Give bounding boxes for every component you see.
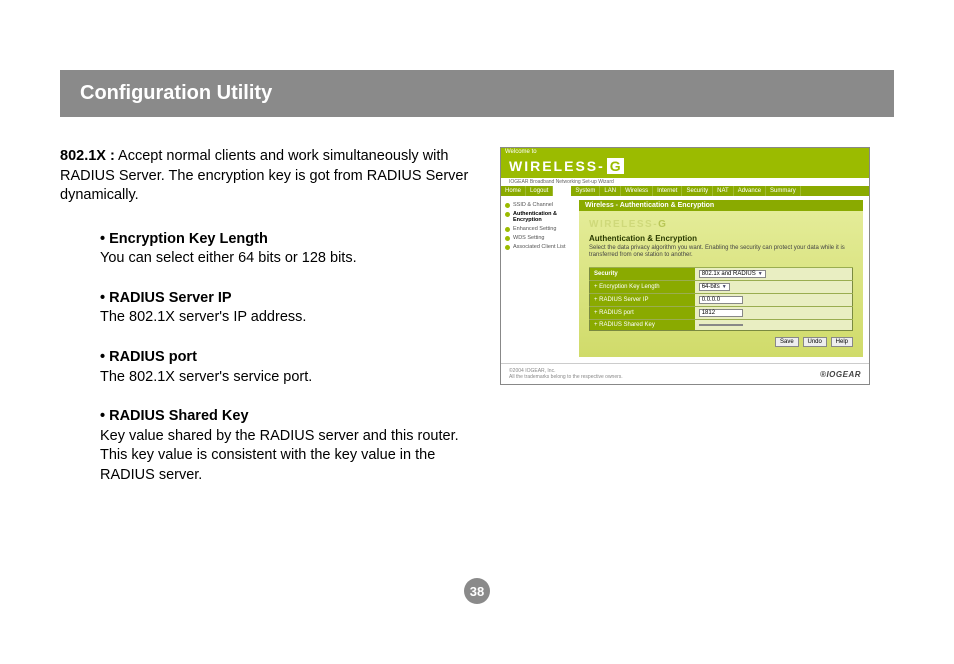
welcome-bar: Welcome to [501, 148, 869, 156]
button-row: Save Undo Help [589, 337, 853, 347]
screenshot-column: Welcome to WIRELESS- G IOGEAR Broadband … [500, 147, 870, 505]
sidebar-label: Associated Client List [513, 244, 566, 250]
save-button[interactable]: Save [775, 337, 799, 347]
nav-advance[interactable]: Advance [734, 186, 766, 196]
config-panel: WIRELESS-G Authentication & Encryption S… [579, 211, 863, 357]
content-row: 802.1X : Accept normal clients and work … [60, 147, 894, 505]
row-label: + RADIUS Shared Key [590, 320, 695, 331]
security-dropdown[interactable]: 802.1x and RADIUS▼ [699, 270, 766, 278]
page-header: Configuration Utility [60, 70, 894, 117]
top-nav: Home Logout System LAN Wireless Internet… [501, 186, 869, 196]
row-radius-key: + RADIUS Shared Key [590, 320, 853, 331]
settings-table: Security 802.1x and RADIUS▼ + Encryption… [589, 267, 853, 331]
nav-wireless[interactable]: Wireless [621, 186, 653, 196]
bullet-icon [505, 245, 510, 250]
sidebar-label: SSID & Channel [513, 202, 553, 208]
key-length-dropdown[interactable]: 64-bits▼ [699, 283, 730, 291]
trademark-note: All the trademarks belong to the respect… [509, 374, 623, 380]
text-column: 802.1X : Accept normal clients and work … [60, 147, 480, 505]
chevron-down-icon: ▼ [758, 271, 763, 277]
bullet-title: • RADIUS port [100, 348, 480, 368]
bullet-title: • Encryption Key Length [100, 230, 480, 250]
nav-system[interactable]: System [571, 186, 600, 196]
radius-key-input[interactable] [699, 324, 743, 326]
bullet-title: • RADIUS Server IP [100, 289, 480, 309]
row-key-length: + Encryption Key Length 64-bits▼ [590, 281, 853, 294]
row-label: + RADIUS Server IP [590, 294, 695, 307]
undo-button[interactable]: Undo [803, 337, 827, 347]
screenshot-body: SSID & Channel Authentication & Encrypti… [501, 196, 869, 363]
sidebar-item-enhanced[interactable]: Enhanced Setting [505, 226, 569, 232]
bullet-icon [505, 212, 510, 217]
panel-subtext: Select the data privacy algorithm you wa… [589, 245, 853, 259]
nav-home[interactable]: Home [501, 186, 526, 196]
bullet-desc: Key value shared by the RADIUS server an… [100, 427, 480, 486]
sidebar-label: Authentication & Encryption [513, 211, 569, 223]
bullet-desc: The 802.1X server's service port. [100, 368, 480, 388]
screenshot-footer: ©2004 IOGEAR, Inc. All the trademarks be… [501, 363, 869, 384]
sidebar-label: Enhanced Setting [513, 226, 556, 232]
bullet-encryption-key-length: • Encryption Key Length You can select e… [100, 230, 480, 269]
row-radius-ip: + RADIUS Server IP 0.0.0.0 [590, 294, 853, 307]
bullet-desc: You can select either 64 bits or 128 bit… [100, 249, 480, 269]
bullet-icon [505, 227, 510, 232]
nav-security[interactable]: Security [682, 186, 713, 196]
sidebar-label: WDS Setting [513, 235, 544, 241]
page-number-badge: 38 [464, 578, 490, 604]
nav-logout[interactable]: Logout [526, 186, 553, 196]
row-label: + Encryption Key Length [590, 281, 695, 294]
sidebar-item-clients[interactable]: Associated Client List [505, 244, 569, 250]
radius-ip-input[interactable]: 0.0.0.0 [699, 296, 743, 304]
logo-row: WIRELESS- G [501, 156, 869, 178]
main-panel: Wireless - Authentication & Encryption W… [573, 196, 869, 363]
nav-internet[interactable]: Internet [653, 186, 682, 196]
help-button[interactable]: Help [831, 337, 853, 347]
logo-g-badge: G [607, 158, 624, 174]
tagline: IOGEAR Broadband Networking Set-up Wizar… [501, 178, 869, 186]
intro-paragraph: 802.1X : Accept normal clients and work … [60, 147, 480, 206]
bullet-icon [505, 236, 510, 241]
bullet-radius-server-ip: • RADIUS Server IP The 802.1X server's I… [100, 289, 480, 328]
section-title: Wireless - Authentication & Encryption [579, 200, 863, 211]
bullet-desc: The 802.1X server's IP address. [100, 308, 480, 328]
iogear-brand: ®IOGEAR [820, 370, 861, 379]
bullet-radius-port: • RADIUS port The 802.1X server's servic… [100, 348, 480, 387]
nav-lan[interactable]: LAN [600, 186, 621, 196]
row-radius-port: + RADIUS port 1812 [590, 307, 853, 320]
sidebar-item-wds[interactable]: WDS Setting [505, 235, 569, 241]
panel-heading: Authentication & Encryption [589, 234, 853, 243]
sidebar-item-auth[interactable]: Authentication & Encryption [505, 211, 569, 223]
bullet-icon [505, 203, 510, 208]
radius-port-input[interactable]: 1812 [699, 309, 743, 317]
chevron-down-icon: ▼ [722, 284, 727, 290]
watermark: WIRELESS-G [589, 219, 853, 230]
row-label: Security [590, 268, 695, 281]
nav-nat[interactable]: NAT [713, 186, 734, 196]
router-admin-screenshot: Welcome to WIRELESS- G IOGEAR Broadband … [500, 147, 870, 385]
bullet-radius-shared-key: • RADIUS Shared Key Key value shared by … [100, 407, 480, 485]
intro-label: 802.1X : [60, 148, 115, 164]
bullet-title: • RADIUS Shared Key [100, 407, 480, 427]
row-label: + RADIUS port [590, 307, 695, 320]
logo-text: WIRELESS- [509, 158, 605, 174]
row-security: Security 802.1x and RADIUS▼ [590, 268, 853, 281]
sidebar: SSID & Channel Authentication & Encrypti… [501, 196, 573, 363]
nav-gap [553, 186, 571, 196]
intro-text: Accept normal clients and work simultane… [60, 148, 468, 203]
nav-summary[interactable]: Summary [766, 186, 801, 196]
sidebar-item-ssid[interactable]: SSID & Channel [505, 202, 569, 208]
